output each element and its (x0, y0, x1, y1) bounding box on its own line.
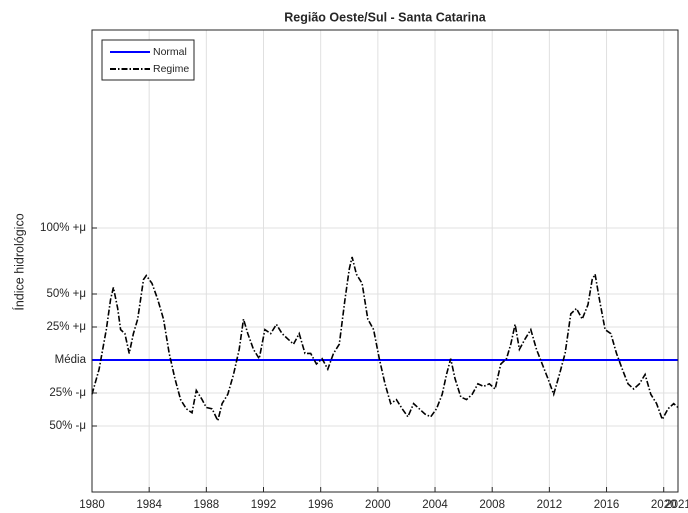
x-tick-label: 1988 (194, 499, 220, 511)
legend-box (101, 39, 195, 81)
x-tick-label: 1992 (251, 499, 277, 511)
y-tick-label: 25% -μ (49, 387, 86, 399)
plot-area (92, 30, 678, 492)
x-tick-label: 1980 (79, 499, 105, 511)
chart-title: Região Oeste/Sul - Santa Catarina (284, 10, 486, 24)
x-tick-label: 2008 (479, 499, 505, 511)
y-tick-label: Média (55, 354, 87, 366)
x-tick-label: 1984 (136, 499, 162, 511)
y-tick-label: 50% +μ (46, 288, 86, 300)
legend-label: Regime (153, 63, 189, 75)
x-tick-label: 2012 (537, 499, 563, 511)
x-tick-label: 2000 (365, 499, 391, 511)
legend-label: Normal (153, 46, 187, 58)
y-tick-label: 100% +μ (40, 222, 86, 234)
x-tick-label: 2020 (651, 499, 677, 511)
y-tick-label: 50% -μ (49, 420, 86, 432)
x-tick-label: 2004 (422, 499, 448, 511)
x-tick-label: 1996 (308, 499, 334, 511)
y-axis-label: Índice hidrológico (11, 213, 26, 310)
y-tick-label: 25% +μ (46, 321, 86, 333)
x-tick-label: 2021 (665, 499, 688, 511)
series-line (91, 256, 679, 424)
x-tick-label: 2016 (594, 499, 620, 511)
axes-box (91, 29, 679, 493)
